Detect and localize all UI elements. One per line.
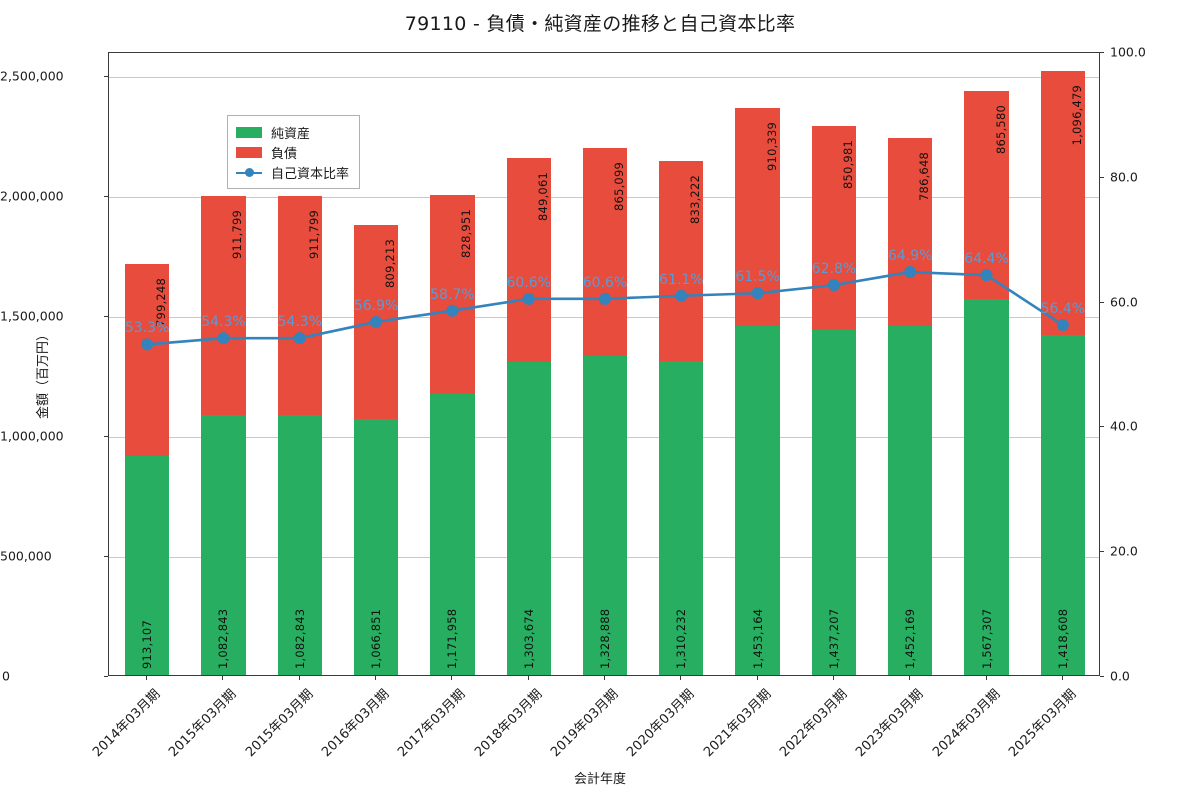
legend-swatch	[236, 146, 262, 158]
bar-segment-equity[interactable]: 913,107	[125, 455, 170, 675]
y-axis-left-tickmark	[104, 436, 108, 437]
y-axis-right-tickmark	[1100, 176, 1104, 178]
ratio-value-label: 60.6%	[582, 274, 628, 291]
x-axis-tick-label: 2016年03月期	[319, 686, 393, 761]
x-axis-tickmark	[985, 676, 987, 680]
ratio-value-label: 61.1%	[659, 271, 704, 288]
bar-segment-equity[interactable]: 1,303,674	[506, 362, 551, 675]
chart-title: 79110 - 負債・純資産の推移と自己資本比率	[404, 13, 796, 35]
ratio-value-label: 56.9%	[353, 297, 399, 314]
x-axis-tickmark	[756, 676, 758, 680]
bar-segment-equity[interactable]: 1,082,843	[201, 415, 246, 675]
x-axis-tickmark	[1061, 676, 1063, 680]
ratio-label-layer: 53.3% 54.3% 54.3% 56.9% 58.7% 60.6% 60.6% 61.1%…	[109, 53, 1099, 675]
x-axis-tick-label: 2015年03月期	[166, 686, 240, 761]
bar-segment-equity[interactable]: 1,567,307	[964, 298, 1009, 675]
x-axis-tickmark	[527, 676, 529, 680]
x-axis-tick-label: 2015年03月期	[242, 686, 317, 761]
y-axis-left-tick: 500,000	[0, 548, 52, 564]
legend: 純資産負債自己資本比率	[227, 115, 361, 189]
gridline	[109, 77, 1099, 78]
ratio-value-label: 54.3%	[277, 314, 323, 331]
y-axis-right-tickmark	[1100, 426, 1104, 428]
legend-item[interactable]: 負債	[236, 142, 349, 162]
x-axis-tickmark	[909, 676, 911, 680]
x-axis-tick-label: 2021年03月期	[700, 686, 775, 761]
x-axis-tickmark	[451, 676, 453, 680]
bar-segment-equity[interactable]: 1,437,207	[811, 330, 857, 675]
bar-group[interactable]: 1,567,307 865,580	[964, 91, 1009, 675]
y-axis-right-tick: 20.0	[1110, 543, 1138, 559]
bar-segment-equity[interactable]: 1,453,164	[735, 326, 780, 675]
y-axis-right-tick: 0.0	[1110, 668, 1130, 684]
ratio-value-label: 60.6%	[506, 274, 551, 291]
y-axis-left-tickmark	[104, 556, 108, 557]
plot-area: 913,107 799,248 1,082,843 911,799 1,082,843 9…	[108, 52, 1100, 676]
x-axis-tickmark	[375, 676, 377, 680]
ratio-value-label: 61.5%	[735, 269, 780, 286]
legend-item[interactable]: 純資産	[236, 122, 349, 142]
bar-segment-equity[interactable]: 1,082,843	[277, 415, 322, 675]
bar-segment-equity[interactable]: 1,328,888	[582, 356, 628, 675]
bar-group[interactable]: 913,107 799,248	[125, 264, 170, 675]
x-axis-tick-label: 2014年03月期	[90, 686, 164, 761]
x-axis-tick-label: 2017年03月期	[395, 686, 469, 761]
bar-segment-equity[interactable]: 1,452,169	[888, 326, 933, 675]
x-axis-tick-label: 2020年03月期	[624, 686, 698, 761]
x-axis-label: 会計年度	[573, 772, 626, 787]
x-axis-tickmark	[222, 676, 224, 680]
x-axis-tick-label: 2022年03月期	[777, 686, 851, 761]
y-axis-left-tick: 1,000,000	[0, 428, 64, 444]
bar-segment-equity[interactable]: 1,418,608	[1040, 334, 1085, 675]
ratio-value-label: 54.3%	[201, 314, 246, 331]
y-axis-right-tickmark	[1100, 551, 1104, 553]
bar-group[interactable]: 1,328,888 865,099	[582, 148, 628, 675]
legend-swatch	[236, 126, 262, 138]
y-axis-left-tick: 2,000,000	[0, 188, 64, 204]
y-axis-left-tick: 2,500,000	[0, 68, 64, 84]
ratio-value-label: 64.9%	[887, 248, 933, 265]
legend-item[interactable]: 自己資本比率	[236, 162, 349, 182]
x-axis-tick-label: 2025年03月期	[1005, 686, 1080, 761]
y-axis-left-tick: 1,500,000	[0, 308, 64, 324]
bar-segment-equity[interactable]: 1,310,232	[659, 360, 704, 675]
y-axis-left-tickmark	[104, 316, 108, 317]
x-axis-tickmark	[146, 676, 148, 680]
x-axis-tick-label: 2023年03月期	[853, 686, 927, 761]
y-axis-right-tick: 80.0	[1110, 169, 1138, 185]
y-axis-right-tickmark	[1100, 301, 1104, 303]
y-axis-left-tick: 0	[2, 668, 10, 684]
x-axis-tick-label: 2024年03月期	[929, 686, 1003, 761]
ratio-value-label: 56.4%	[1040, 301, 1086, 318]
legend-line-marker-icon	[236, 167, 262, 178]
y-axis-left-label: 金額（百万円）	[36, 327, 52, 420]
x-axis-tickmark	[604, 676, 605, 680]
y-axis-right-tick: 60.0	[1110, 294, 1138, 310]
y-axis-right-tick: 40.0	[1110, 418, 1138, 434]
legend-label: 自己資本比率	[271, 166, 350, 182]
y-axis-left-tickmark	[104, 676, 108, 677]
bar-segment-debt[interactable]: 865,580	[964, 91, 1009, 299]
ratio-value-label: 53.3%	[124, 320, 170, 337]
y-axis-right-tickmark	[1100, 676, 1104, 677]
ratio-value-label: 62.8%	[811, 261, 857, 278]
y-axis-right-tick: 100.0	[1110, 44, 1146, 60]
y-axis-right-tickmark	[1100, 52, 1104, 53]
legend-label: 負債	[271, 146, 298, 162]
y-axis-left-tickmark	[104, 76, 108, 77]
y-axis-left-tickmark	[104, 196, 108, 197]
x-axis-tick-label: 2019年03月期	[548, 686, 622, 761]
bar-segment-equity[interactable]: 1,171,958	[430, 393, 475, 675]
ratio-value-label: 64.4%	[964, 251, 1009, 268]
bar-segment-equity[interactable]: 1,066,851	[353, 418, 399, 675]
x-axis-tickmark	[298, 676, 300, 680]
x-axis-tick-label: 2018年03月期	[471, 686, 546, 761]
legend-label: 純資産	[271, 126, 311, 142]
ratio-value-label: 58.7%	[430, 286, 475, 303]
x-axis-tickmark	[832, 676, 834, 680]
x-axis-tickmark	[680, 676, 682, 680]
